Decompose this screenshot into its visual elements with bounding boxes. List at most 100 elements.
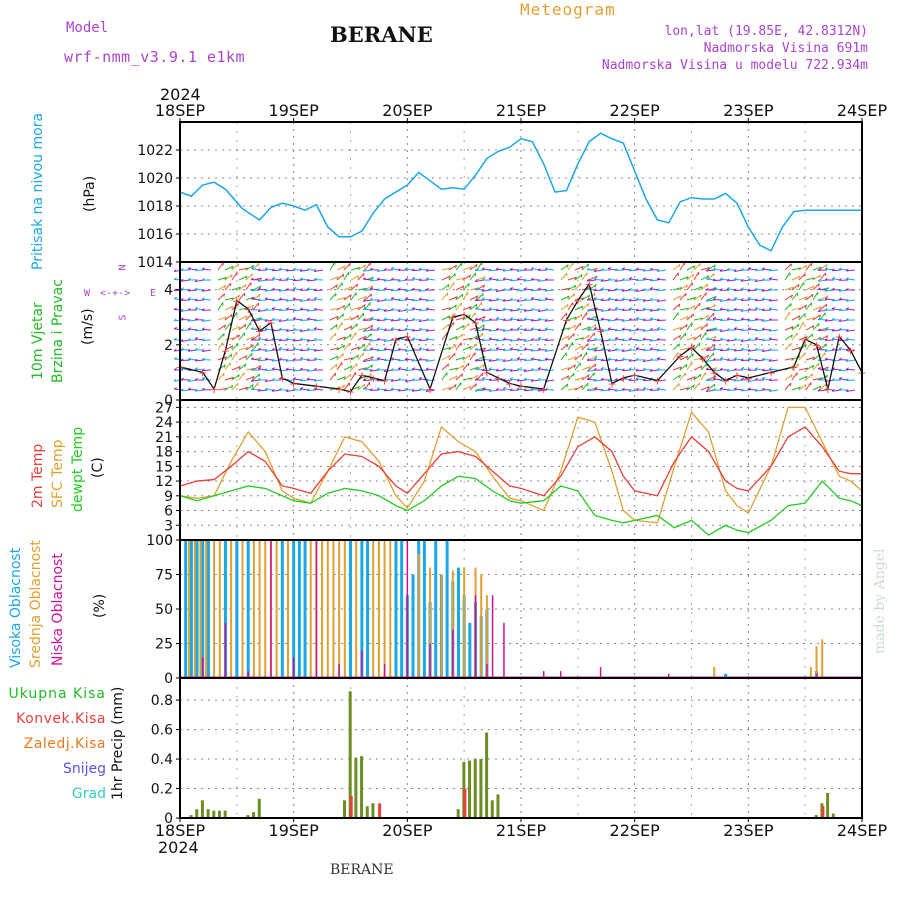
wind-arrow-head [369, 368, 373, 372]
wind-arrow-head [173, 296, 178, 300]
wind-arrow-head [747, 297, 751, 300]
wind-speed-marker: + [471, 317, 480, 330]
wind-arrow-head [299, 348, 303, 352]
wind-arrow [672, 303, 681, 311]
wind-arrow-head [488, 337, 492, 340]
wind-arrow-head [264, 379, 268, 382]
y-tick-label: 6 [164, 504, 173, 520]
wind-arrow-head [418, 387, 422, 391]
wind-arrow [238, 372, 245, 381]
wind-arrow-head [250, 327, 254, 330]
wind-arrow-head [768, 388, 772, 392]
cloud-bar [542, 671, 545, 678]
wind-arrow [462, 337, 472, 341]
wind-arrow-head [502, 268, 506, 272]
wind-arrow-head [586, 287, 590, 290]
wind-arrow-head [635, 267, 639, 270]
wind-arrow-head [180, 298, 184, 301]
wind-arrow-head [383, 338, 387, 342]
cloud-bar [206, 540, 210, 678]
wind-arrow-head [397, 377, 401, 381]
wind-arrow [469, 383, 477, 391]
wind-arrow-head [362, 386, 367, 390]
meteogram-label: Meteogram [520, 0, 616, 19]
wind-arrow-head [817, 377, 821, 381]
wind-arrow-head [475, 383, 477, 387]
wind-arrow-head [224, 316, 227, 320]
wind-arrow [238, 275, 248, 281]
wind-arrow [560, 272, 568, 281]
wind-arrow [768, 299, 779, 302]
wind-speed-marker: + [585, 278, 594, 291]
wind-arrow [819, 295, 829, 301]
wind-arrow-head [768, 317, 772, 321]
wind-arrow-head [376, 356, 380, 360]
y-tick-label: 27 [155, 400, 173, 416]
wind-arrow-head [838, 387, 842, 391]
wind-arrow-head [719, 307, 723, 310]
wind-arrow-head [726, 287, 730, 290]
wind-arrow-head [831, 388, 835, 392]
wind-arrow-head [824, 348, 828, 352]
wind-arrow-head [173, 357, 177, 360]
wind-arrow-head [306, 308, 310, 312]
wind-arrow-head [607, 307, 611, 311]
wind-arrow [425, 338, 436, 341]
wind-arrow-head [805, 375, 808, 380]
wind-arrow-head [693, 265, 696, 269]
x-tick-label-bottom: 23SEP [723, 821, 774, 840]
wind-arrow-head [824, 338, 828, 341]
wind-arrow [588, 323, 597, 331]
wind-arrow-head [593, 387, 597, 390]
wind-arrow-head [516, 277, 520, 280]
wind-arrow-head [516, 348, 520, 352]
wind-arrow-head [201, 278, 205, 281]
wind-arrow-head [530, 296, 534, 300]
wind-arrow [693, 373, 702, 381]
wind-arrow [679, 387, 689, 391]
wind-arrow-head [292, 388, 296, 391]
wind-arrow [476, 284, 485, 291]
wind-arrow [425, 368, 436, 371]
precip-bar [496, 794, 500, 818]
wind-arrow-head [768, 367, 772, 370]
wind-arrow [593, 289, 604, 292]
wind-arrow-head [404, 267, 408, 270]
wind-arrow-head [278, 387, 282, 391]
wind-arrow-head [600, 278, 604, 282]
wind-arrow-head [482, 364, 485, 368]
wind-arrow-head [621, 349, 625, 352]
wind-arrow [679, 363, 688, 371]
wind-arrow [768, 269, 779, 272]
wind-arrow-head [448, 386, 451, 390]
wind-arrow-head [567, 375, 570, 379]
wind-arrow-head [740, 377, 744, 381]
wind-arrow-head [642, 288, 646, 291]
wind-arrow-head [607, 318, 611, 322]
wind-arrow-head [649, 278, 653, 282]
wind-arrow-head [502, 348, 506, 351]
wind-arrow-head [369, 308, 373, 312]
wind-arrow [679, 284, 688, 291]
wind-arrow [250, 388, 261, 391]
wind-speed-marker: + [221, 344, 230, 357]
wind-arrow [364, 324, 373, 331]
legend-konvek: Konvek.Kisa [16, 711, 106, 727]
wind-arrow-head [593, 288, 597, 292]
wind-arrow [567, 356, 577, 361]
wind-speed-marker: + [676, 350, 685, 363]
wind-arrow-head [495, 387, 499, 391]
precip-bar [371, 803, 375, 818]
wind-arrow-head [362, 288, 366, 291]
wind-arrow-head [705, 337, 709, 340]
wind-arrow-head [343, 305, 346, 309]
wind-arrow-head [474, 287, 478, 290]
wind-arrow-head [462, 365, 465, 369]
wind-arrow [574, 274, 583, 281]
wind-arrow-head [790, 294, 794, 299]
wind-arrow [390, 319, 401, 322]
wind-arrow [314, 298, 324, 301]
wind-arrow-head [635, 377, 639, 380]
wind-arrow [224, 297, 234, 301]
wind-arrow-head [509, 347, 513, 350]
